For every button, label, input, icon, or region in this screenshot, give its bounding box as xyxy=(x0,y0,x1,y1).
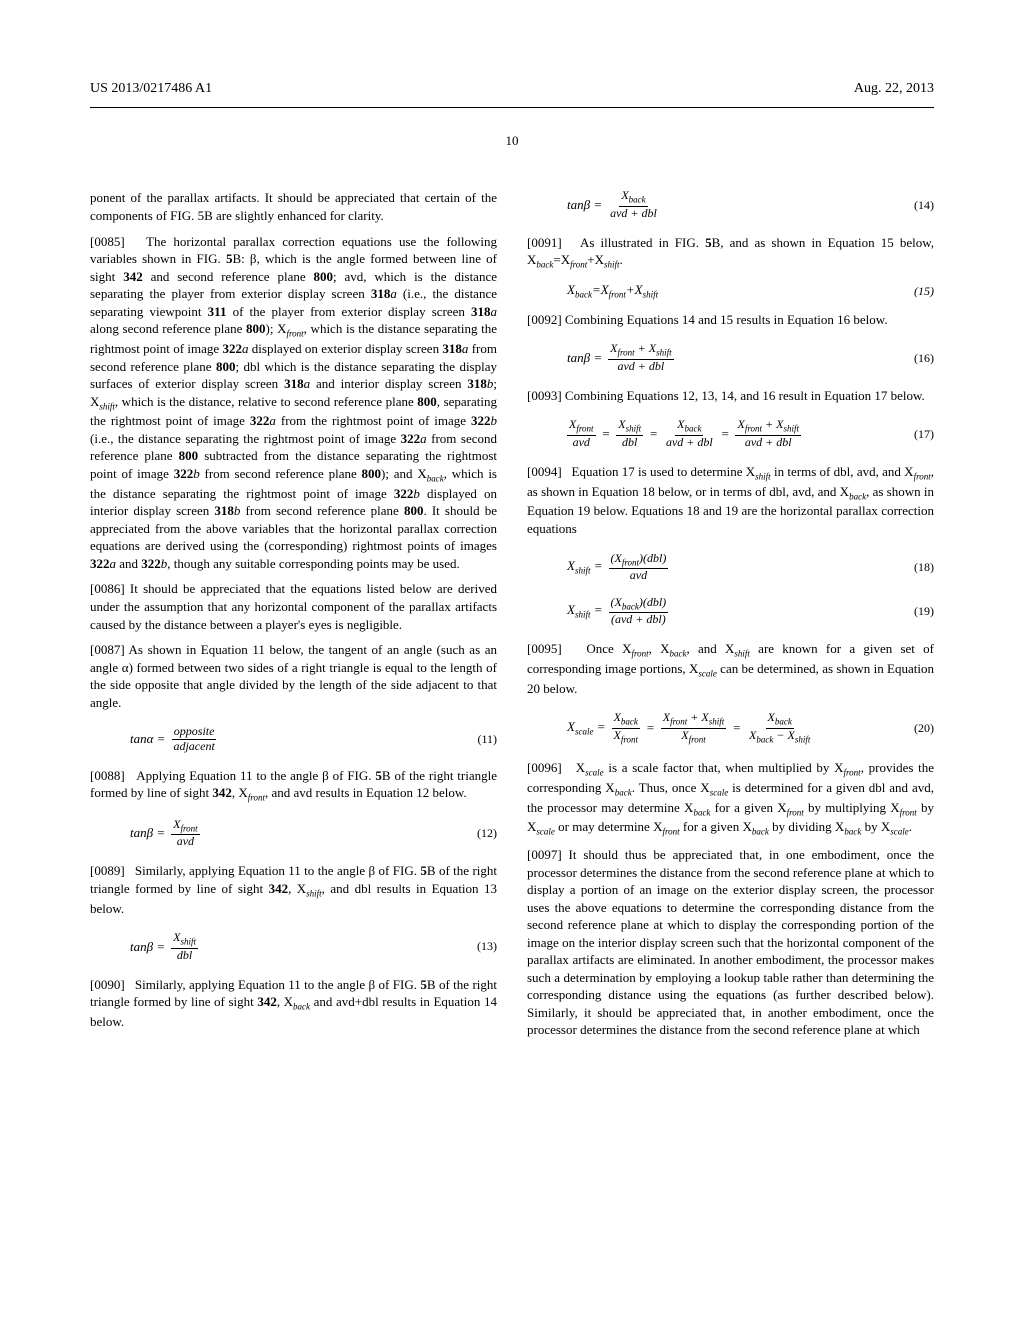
eq-numerator: Xback xyxy=(619,189,647,206)
eq-lhs: Xshift = xyxy=(567,601,603,621)
paragraph-0088: [0088] Applying Equation 11 to the angle… xyxy=(90,767,497,804)
eq-lhs: tanβ = xyxy=(567,196,602,214)
eq-lhs: Xscale = xyxy=(567,718,605,738)
publication-number: US 2013/0217486 A1 xyxy=(90,80,212,99)
paragraph-0096: [0096] Xscale is a scale factor that, wh… xyxy=(527,759,934,838)
eq-numerator: Xfront + Xshift xyxy=(608,342,673,359)
eq-numerator: (Xfront)(dbl) xyxy=(609,552,669,569)
equation-17: Xfrontavd = Xshiftdbl = Xbackavd + dbl =… xyxy=(527,418,934,448)
eq-denominator: avd + dbl xyxy=(615,360,666,373)
paragraph-0086: [0086] It should be appreciated that the… xyxy=(90,580,497,633)
eq-lhs: tanβ = xyxy=(567,349,602,367)
eq-number: (19) xyxy=(914,603,934,619)
eq-lhs: Xshift = xyxy=(567,557,603,577)
eq-number: (18) xyxy=(914,559,934,575)
paragraph-0092: [0092] Combining Equations 14 and 15 res… xyxy=(527,311,934,329)
eq-number: (11) xyxy=(477,731,497,747)
paragraph-0095: [0095] Once Xfront, Xback, and Xshift ar… xyxy=(527,640,934,697)
page-header: US 2013/0217486 A1 Aug. 22, 2013 xyxy=(90,80,934,99)
text-columns: ponent of the parallax artifacts. It sho… xyxy=(90,189,934,1045)
eq-text: Xback=Xfront+Xshift xyxy=(567,281,658,301)
eq-number: (17) xyxy=(914,426,934,442)
eq-numerator: Xfront xyxy=(171,818,200,835)
page-number: 10 xyxy=(90,132,934,150)
equation-12: tanβ = Xfront avd (12) xyxy=(90,818,497,848)
equation-19: Xshift = (Xback)(dbl) (avd + dbl) (19) xyxy=(527,596,934,626)
equation-13: tanβ = Xshift dbl (13) xyxy=(90,931,497,961)
header-rule xyxy=(90,107,934,108)
equation-18: Xshift = (Xfront)(dbl) avd (18) xyxy=(527,552,934,582)
eq-denominator: dbl xyxy=(175,949,194,962)
publication-date: Aug. 22, 2013 xyxy=(854,80,934,99)
eq-number: (12) xyxy=(477,825,497,841)
eq-denominator: adjacent xyxy=(171,740,216,753)
paragraph-0090: [0090] Similarly, applying Equation 11 t… xyxy=(90,976,497,1031)
paragraph-0085: [0085] The horizontal parallax correctio… xyxy=(90,233,497,573)
eq-number: (14) xyxy=(914,197,934,213)
eq-denominator: (avd + dbl) xyxy=(609,613,668,626)
paragraph-0089: [0089] Similarly, applying Equation 11 t… xyxy=(90,862,497,917)
eq-numerator: opposite xyxy=(172,725,217,739)
eq-numerator: Xshift xyxy=(171,931,198,948)
paragraph-0094: [0094] Equation 17 is used to determine … xyxy=(527,463,934,538)
paragraph-0093: [0093] Combining Equations 12, 13, 14, a… xyxy=(527,387,934,405)
equation-20: Xscale = XbackXfront = Xfront + XshiftXf… xyxy=(527,711,934,745)
eq-denominator: avd xyxy=(628,569,649,582)
eq-number: (13) xyxy=(477,938,497,954)
para-content: [0085] The horizontal parallax correctio… xyxy=(90,234,497,571)
eq-number: (16) xyxy=(914,350,934,366)
eq-number: (20) xyxy=(914,720,934,736)
paragraph-0087: [0087] As shown in Equation 11 below, th… xyxy=(90,641,497,711)
equation-14: tanβ = Xback avd + dbl (14) xyxy=(527,189,934,219)
equation-16: tanβ = Xfront + Xshift avd + dbl (16) xyxy=(527,342,934,372)
eq-lhs: tanβ = xyxy=(130,938,165,956)
eq-denominator: avd xyxy=(175,835,196,848)
paragraph-0091: [0091] As illustrated in FIG. 5B, and as… xyxy=(527,234,934,271)
eq-denominator: avd + dbl xyxy=(608,207,659,220)
eq-numerator: (Xback)(dbl) xyxy=(609,596,669,613)
paragraph-0097: [0097] It should thus be appreciated tha… xyxy=(527,846,934,1039)
equation-15: Xback=Xfront+Xshift (15) xyxy=(527,281,934,301)
eq-lhs: tanβ = xyxy=(130,824,165,842)
eq-lhs: tanα = xyxy=(130,730,165,748)
paragraph-intro: ponent of the parallax artifacts. It sho… xyxy=(90,189,497,224)
eq-number: (15) xyxy=(914,283,934,299)
equation-11: tanα = opposite adjacent (11) xyxy=(90,725,497,752)
